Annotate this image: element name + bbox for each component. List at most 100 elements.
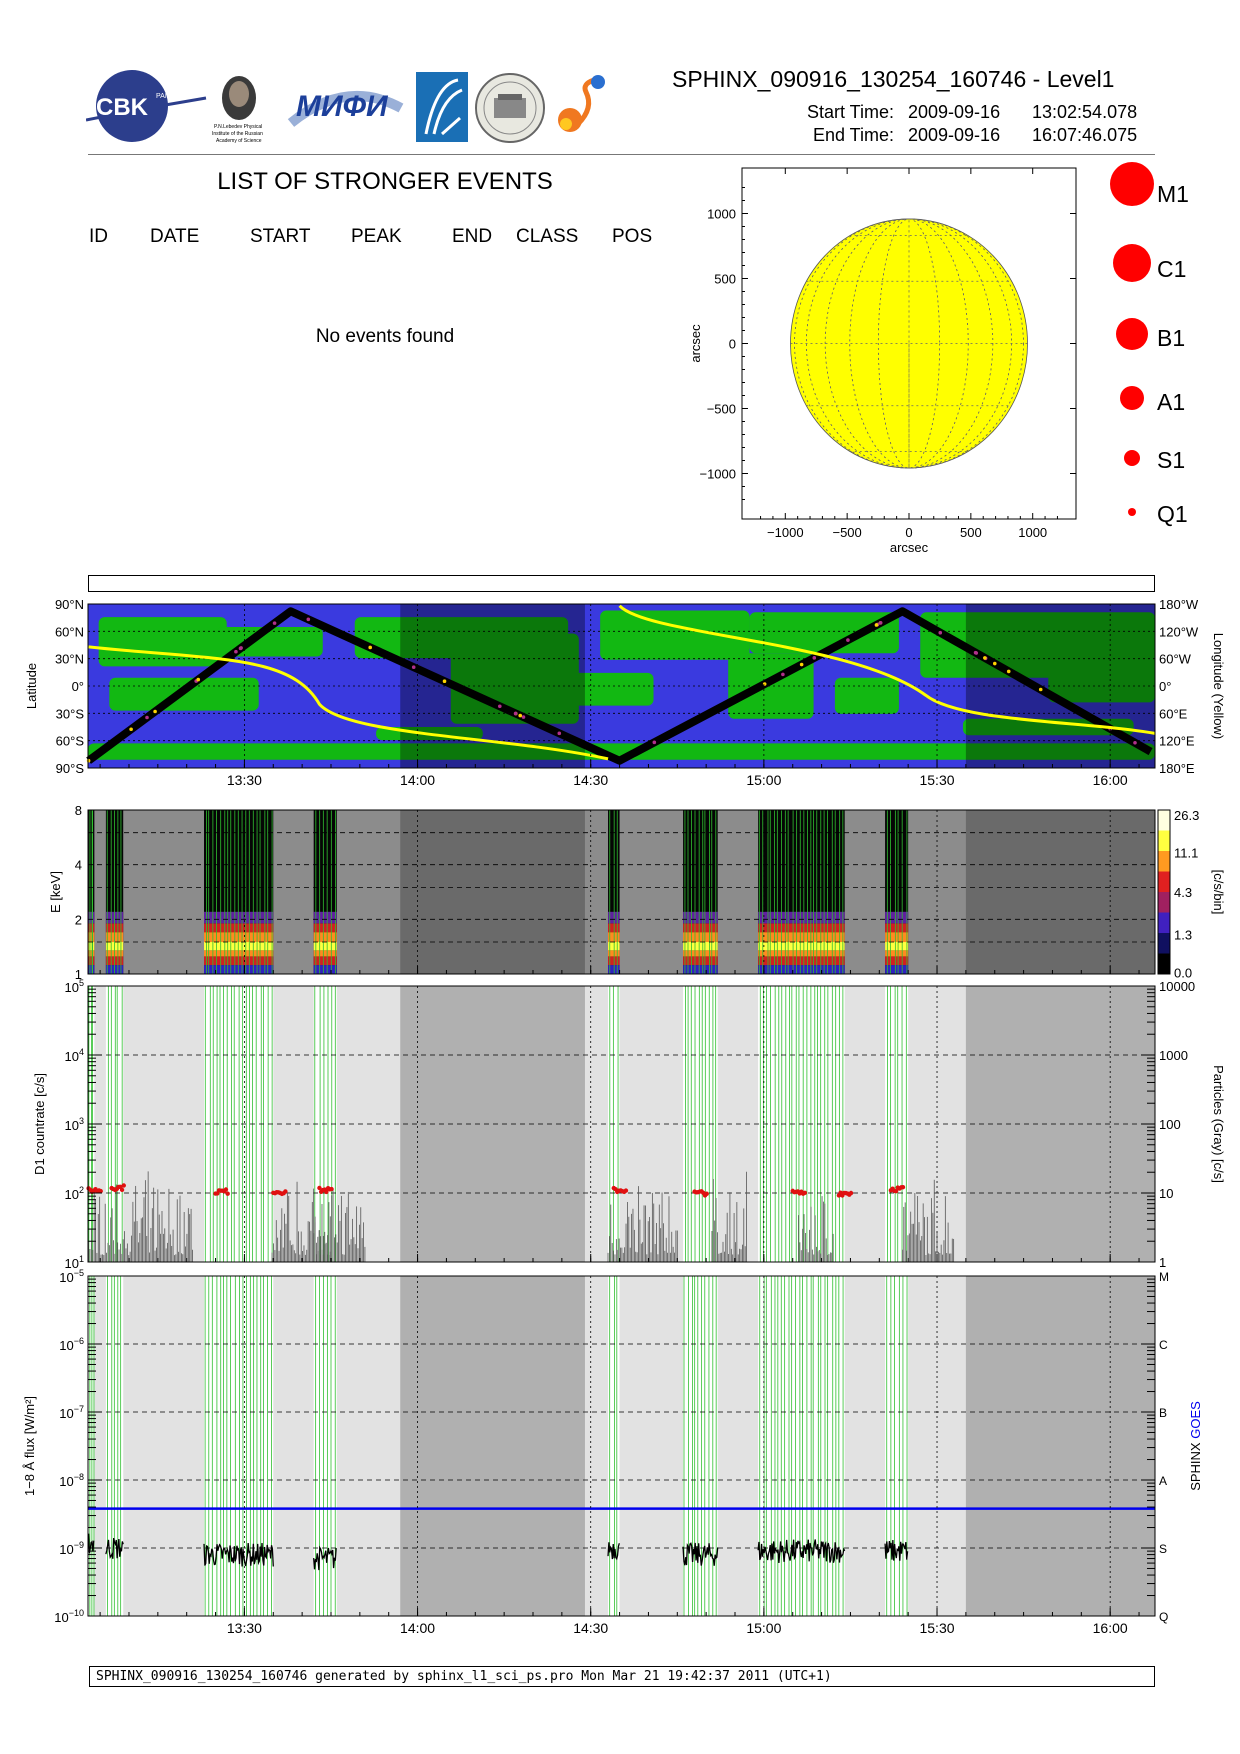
flux-tick-label: 10−6 [59,1336,84,1353]
goes-class-label: S [1159,1542,1167,1556]
sphinx-flux-line [682,1542,719,1566]
y-tick-label: −1000 [699,467,736,482]
legend-dot-b1 [1116,318,1148,350]
y-tick-label: −500 [707,402,736,417]
col-date: DATE [150,226,200,247]
legend-dot-c1 [1113,244,1151,282]
class-legend [1110,162,1154,516]
spectrum-band [885,923,909,933]
start-date: 2009-09-16 [908,102,1001,122]
sphinx-flux-line [884,1540,909,1561]
orbit-sample-dot [368,645,373,650]
goes-class-label: M [1159,1270,1169,1284]
orbit-sample-dot [411,665,416,670]
spectrum-band [88,942,95,951]
colorbar-frame [1157,809,1171,975]
time-tick-label: 14:30 [573,1620,608,1636]
time-tick-label: 14:30 [573,772,608,788]
countrate-tick-label: 101 [65,1254,84,1271]
spectrum-band [683,956,718,966]
land-region [88,743,1155,760]
time-tick-label: 14:00 [400,1620,435,1636]
countrate-tick-label: 104 [65,1047,84,1064]
spectrum-band [885,942,909,951]
orbit-sample-dot [86,758,91,763]
legend-dot-a1 [1120,386,1144,410]
orbit-sample-dot [234,649,238,654]
orbit-sample-dot [153,709,157,714]
mifi-logo: МИФИ [287,90,404,127]
flux-tick-label: 10−9 [59,1540,84,1557]
lebedev-portrait-logo: P.N.Lebedev Physical Institute of the Ru… [212,76,263,144]
sphinx-flux-line [105,1537,124,1560]
flux-tick-label: 10−10 [54,1608,84,1625]
logo-strip: CBK PAN P.N.Lebedev Physical Institute o… [85,68,646,148]
colorbar-tick-label: 0.0 [1174,965,1192,980]
cbk-logo: CBK PAN [85,70,207,142]
time-tick-label: 13:30 [227,1620,262,1636]
x-tick-label: 0 [905,525,912,540]
latitude-tick-label: 60°S [56,734,85,749]
observation-window [608,1276,620,1616]
time-tick-label: 16:00 [1093,1620,1128,1636]
observation-window [88,1276,95,1616]
countrate-point [704,1191,709,1196]
spectrum-band [758,965,845,974]
orbit-sample-dot [874,623,879,627]
col-start: START [250,226,311,247]
legend-dot-m1 [1110,162,1154,206]
spectrum-panel: 8 4 2 1 E [keV] 26.3 11.1 4.3 1.3 0.0 [c/s/bin] [48,803,1226,982]
orbit-sample-dot [442,679,447,684]
spectrum-band [885,932,909,943]
svg-text:МИФИ: МИФИ [296,90,389,123]
events-title: LIST OF STRONGER EVENTS [217,168,553,195]
orbit-sample-dot [812,656,817,660]
orbit-sample-dot [992,661,997,666]
start-time-label: Start Time: [806,102,894,122]
spectrum-band [88,923,95,933]
spectrum-band [88,932,95,943]
time-tick-label: 15:30 [919,1620,954,1636]
particle-tick-label: 10000 [1159,979,1195,994]
goes-class-label: Q [1159,1610,1168,1624]
particle-tick-label: 10 [1159,1186,1173,1201]
svg-text:CBK: CBK [96,94,149,121]
time-series-panels: 13:30 14:00 14:30 15:00 15:30 16:00 90°N 180°W 6… [22,597,1226,1636]
flux-ylabel: 1−8 Å flux [W/m²] [22,1396,37,1496]
y-axis-label: arcsec [688,324,703,363]
svg-text:Institute of the Russian: Institute of the Russian [212,131,263,137]
longitude-curve [88,604,1156,761]
particle-tick-label: 1 [1159,1255,1166,1270]
orbit-sample-dot [762,682,767,686]
spectrum-band [683,950,718,957]
orbit-sample-dot [846,638,850,642]
colorbar-segment [1158,830,1170,852]
spectrum-band [758,923,845,933]
time-tick-label: 14:00 [400,772,435,788]
orbit-sample-dot [513,711,518,716]
no-events-message: No events found [315,326,455,347]
y-tick-label: 500 [714,272,736,287]
spectrum-band [885,911,909,924]
countrate-tick-label: 102 [65,1185,84,1202]
countrate-point [317,1185,322,1191]
colorbar-segment [1158,871,1170,893]
countrate-point [225,1191,230,1196]
longitude-line [806,218,1012,469]
orbit-sample-dot [1006,669,1011,674]
particle-tick-label: 100 [1159,1117,1181,1132]
colorbar-tick-label: 4.3 [1174,885,1192,900]
latitude-tick-label: 30°S [56,706,85,721]
longitude-tick-label: 60°W [1159,652,1192,667]
spectrum-band [758,950,845,957]
time-tick-label: 13:30 [227,772,262,788]
colorbar-tick-label: 26.3 [1174,808,1199,823]
colorbar-segment [1158,810,1170,831]
flux-tick-label: 10−7 [59,1404,84,1421]
panel-frame [87,1275,1156,1617]
spectrum-band [88,965,95,974]
energy-tick-label: 4 [75,858,82,873]
x-tick-label: 500 [960,525,982,540]
land-region [1048,620,1155,703]
longitude-tick-label: 120°E [1159,734,1195,749]
